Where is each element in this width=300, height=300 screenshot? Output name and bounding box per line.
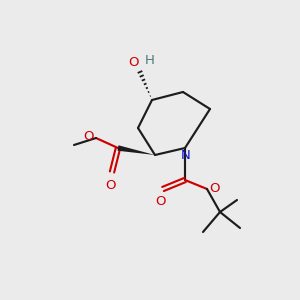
Text: N: N <box>181 149 191 162</box>
Text: H: H <box>145 54 155 67</box>
Text: O: O <box>128 56 139 69</box>
Polygon shape <box>118 145 155 155</box>
Text: O: O <box>209 182 220 194</box>
Text: O: O <box>105 179 115 192</box>
Text: O: O <box>83 130 94 143</box>
Text: O: O <box>156 195 166 208</box>
